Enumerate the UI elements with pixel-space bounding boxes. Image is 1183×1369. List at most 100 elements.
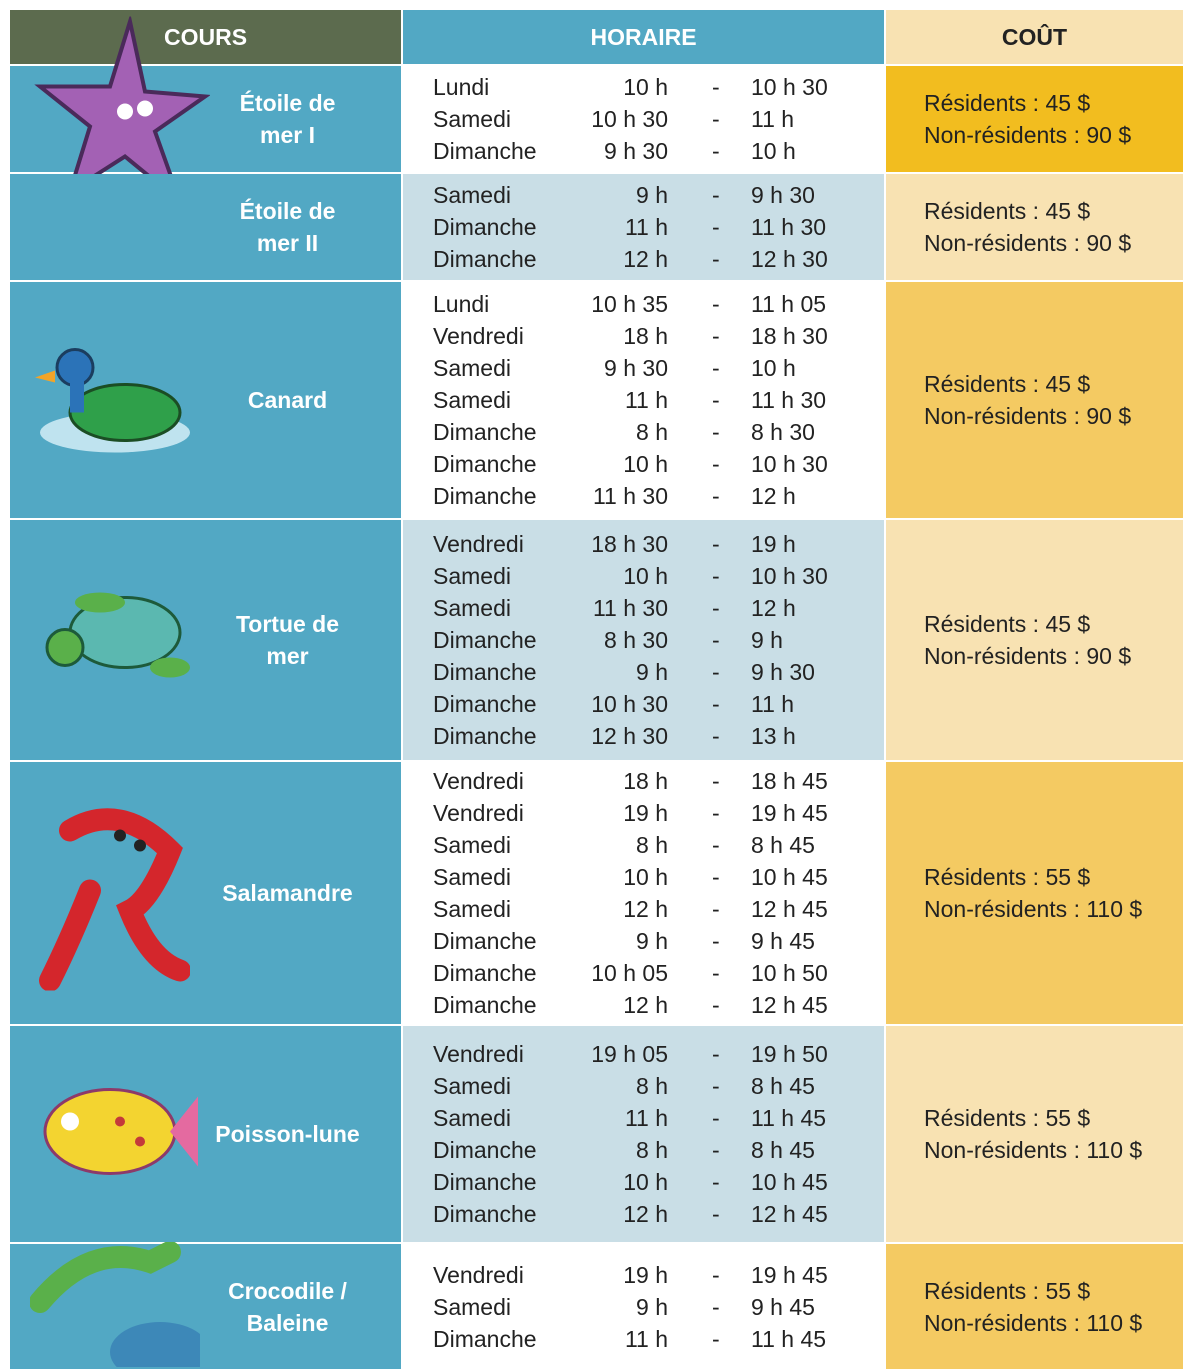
day: Dimanche <box>433 1134 537 1166</box>
separator: - <box>712 1198 720 1230</box>
end-time: 10 h 30 <box>751 71 828 103</box>
day: Samedi <box>433 592 511 624</box>
end-time: 9 h <box>751 624 783 656</box>
cost-cell: Résidents : 45 $Non-résidents : 90 $ <box>886 174 1183 280</box>
end-time: 18 h 45 <box>751 765 828 797</box>
schedule-line: Samedi9 h 30-10 h <box>403 352 884 384</box>
start-time: 19 h <box>623 1259 668 1291</box>
day: Dimanche <box>433 448 537 480</box>
separator: - <box>712 720 720 752</box>
course-cell: Tortue de mer <box>10 520 401 760</box>
separator: - <box>712 211 720 243</box>
start-time: 12 h <box>623 243 668 275</box>
start-time: 10 h <box>623 1166 668 1198</box>
day: Samedi <box>433 103 511 135</box>
schedule-line: Samedi 9 h -9 h 30 <box>403 179 884 211</box>
resident-cost: Résidents : 55 $ <box>924 861 1183 893</box>
day: Dimanche <box>433 1323 537 1355</box>
end-time: 8 h 45 <box>751 1070 815 1102</box>
course-name: Étoile de mer I <box>200 87 375 151</box>
day: Vendredi <box>433 1259 524 1291</box>
resident-cost: Résidents : 55 $ <box>924 1102 1183 1134</box>
separator: - <box>712 416 720 448</box>
cost-cell: Résidents : 45 $Non-résidents : 90 $ <box>886 282 1183 518</box>
day: Samedi <box>433 893 511 925</box>
end-time: 10 h 30 <box>751 448 828 480</box>
end-time: 8 h 30 <box>751 416 815 448</box>
start-time: 10 h <box>623 560 668 592</box>
non-resident-cost: Non-résidents : 90 $ <box>924 119 1183 151</box>
start-time: 8 h <box>636 1134 668 1166</box>
schedule-line: Dimanche8 h 30-9 h <box>403 624 884 656</box>
cost-cell: Résidents : 55 $Non-résidents : 110 $ <box>886 762 1183 1024</box>
end-time: 9 h 30 <box>751 179 815 211</box>
end-time: 12 h <box>751 592 796 624</box>
start-time: 10 h 35 <box>591 288 668 320</box>
non-resident-cost: Non-résidents : 110 $ <box>924 1134 1183 1166</box>
start-time: 11 h 30 <box>593 592 668 624</box>
start-time: 9 h <box>636 179 668 211</box>
end-time: 10 h 30 <box>751 560 828 592</box>
day: Samedi <box>433 352 511 384</box>
day: Samedi <box>433 1291 511 1323</box>
cost-cell: Résidents : 45 $Non-résidents : 90 $ <box>886 520 1183 760</box>
day: Samedi <box>433 1102 511 1134</box>
end-time: 11 h 30 <box>751 384 826 416</box>
day: Lundi <box>433 288 489 320</box>
non-resident-cost: Non-résidents : 90 $ <box>924 400 1183 432</box>
start-time: 11 h <box>625 1102 668 1134</box>
day: Dimanche <box>433 243 537 275</box>
start-time: 12 h <box>623 893 668 925</box>
schedule-line: Dimanche8 h-8 h 30 <box>403 416 884 448</box>
course-name: Poisson-lune <box>200 1118 375 1150</box>
day: Samedi <box>433 384 511 416</box>
day: Vendredi <box>433 528 524 560</box>
day: Vendredi <box>433 1038 524 1070</box>
resident-cost: Résidents : 45 $ <box>924 368 1183 400</box>
end-time: 9 h 45 <box>751 925 815 957</box>
start-time: 9 h <box>636 925 668 957</box>
separator: - <box>712 103 720 135</box>
separator: - <box>712 135 720 167</box>
day: Dimanche <box>433 688 537 720</box>
end-time: 8 h 45 <box>751 829 815 861</box>
resident-cost: Résidents : 45 $ <box>924 608 1183 640</box>
resident-cost: Résidents : 55 $ <box>924 1275 1183 1307</box>
end-time: 8 h 45 <box>751 1134 815 1166</box>
end-time: 11 h <box>751 103 794 135</box>
end-time: 9 h 30 <box>751 656 815 688</box>
separator: - <box>712 560 720 592</box>
day: Dimanche <box>433 624 537 656</box>
resident-cost: Résidents : 45 $ <box>924 87 1183 119</box>
non-resident-cost: Non-résidents : 110 $ <box>924 893 1183 925</box>
non-resident-cost: Non-résidents : 110 $ <box>924 1307 1183 1339</box>
start-time: 18 h 30 <box>591 528 668 560</box>
separator: - <box>712 179 720 211</box>
course-name: Crocodile / Baleine <box>200 1275 375 1339</box>
day: Samedi <box>433 179 511 211</box>
course-name: Tortue de mer <box>200 608 375 672</box>
end-time: 19 h 50 <box>751 1038 828 1070</box>
start-time: 19 h 05 <box>591 1038 668 1070</box>
schedule-line: Dimanche9 h-9 h 30 <box>403 656 884 688</box>
start-time: 10 h 30 <box>591 688 668 720</box>
day: Dimanche <box>433 135 537 167</box>
schedule-line: Dimanche 8 h -8 h 45 <box>403 1134 884 1166</box>
end-time: 12 h 45 <box>751 1198 828 1230</box>
course-cell: Étoile de mer I <box>10 66 401 172</box>
start-time: 11 h <box>625 211 668 243</box>
start-time: 11 h <box>625 1323 668 1355</box>
animal-illustration <box>30 583 200 698</box>
end-time: 19 h <box>751 528 796 560</box>
separator: - <box>712 320 720 352</box>
day: Dimanche <box>433 720 537 752</box>
day: Samedi <box>433 861 511 893</box>
end-time: 12 h 30 <box>751 243 828 275</box>
separator: - <box>712 1134 720 1166</box>
separator: - <box>712 448 720 480</box>
